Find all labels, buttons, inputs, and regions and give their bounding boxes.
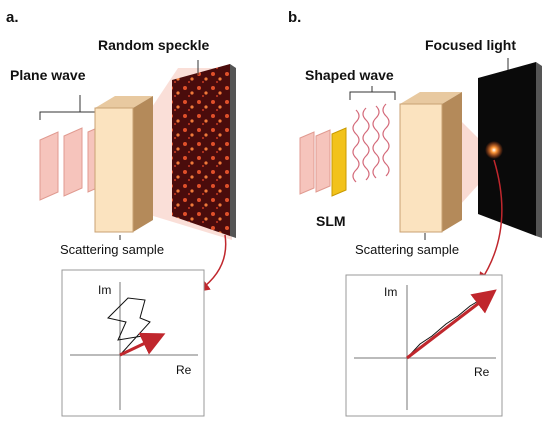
screen-edge: [230, 64, 236, 238]
sample-side: [133, 96, 153, 232]
im-label: Im: [384, 285, 397, 299]
wavefront: [300, 132, 314, 194]
panel-b: b. Focused light Shaped wave SLM Scatter…: [288, 9, 542, 416]
figure: a. Random speckle Plane wave Scattering …: [0, 0, 547, 421]
slm: [332, 128, 346, 196]
re-label: Re: [176, 363, 192, 377]
wavefront: [316, 130, 330, 192]
wave-label: Shaped wave: [305, 67, 394, 83]
output-label: Random speckle: [98, 37, 209, 53]
sample-side: [442, 92, 462, 232]
sample-label: Scattering sample: [355, 242, 459, 257]
focus-spot: [485, 141, 503, 159]
wave-label: Plane wave: [10, 67, 86, 83]
panel-a: a. Random speckle Plane wave Scattering …: [6, 9, 236, 416]
sample-label: Scattering sample: [60, 242, 164, 257]
output-label: Focused light: [425, 37, 516, 53]
screen-edge: [536, 62, 542, 238]
im-label: Im: [98, 283, 111, 297]
re-label: Re: [474, 365, 490, 379]
modulator-label: SLM: [316, 213, 346, 229]
sample-front: [400, 104, 442, 232]
inset-frame: [62, 270, 204, 416]
panel-label: a.: [6, 9, 19, 26]
bracket: [350, 86, 395, 100]
shaped-wavefront: [353, 104, 389, 182]
wavefront: [40, 132, 58, 200]
speckle-screen: [172, 64, 230, 236]
panel-label: b.: [288, 9, 301, 26]
wavefront: [64, 128, 82, 196]
sample-front: [95, 108, 133, 232]
